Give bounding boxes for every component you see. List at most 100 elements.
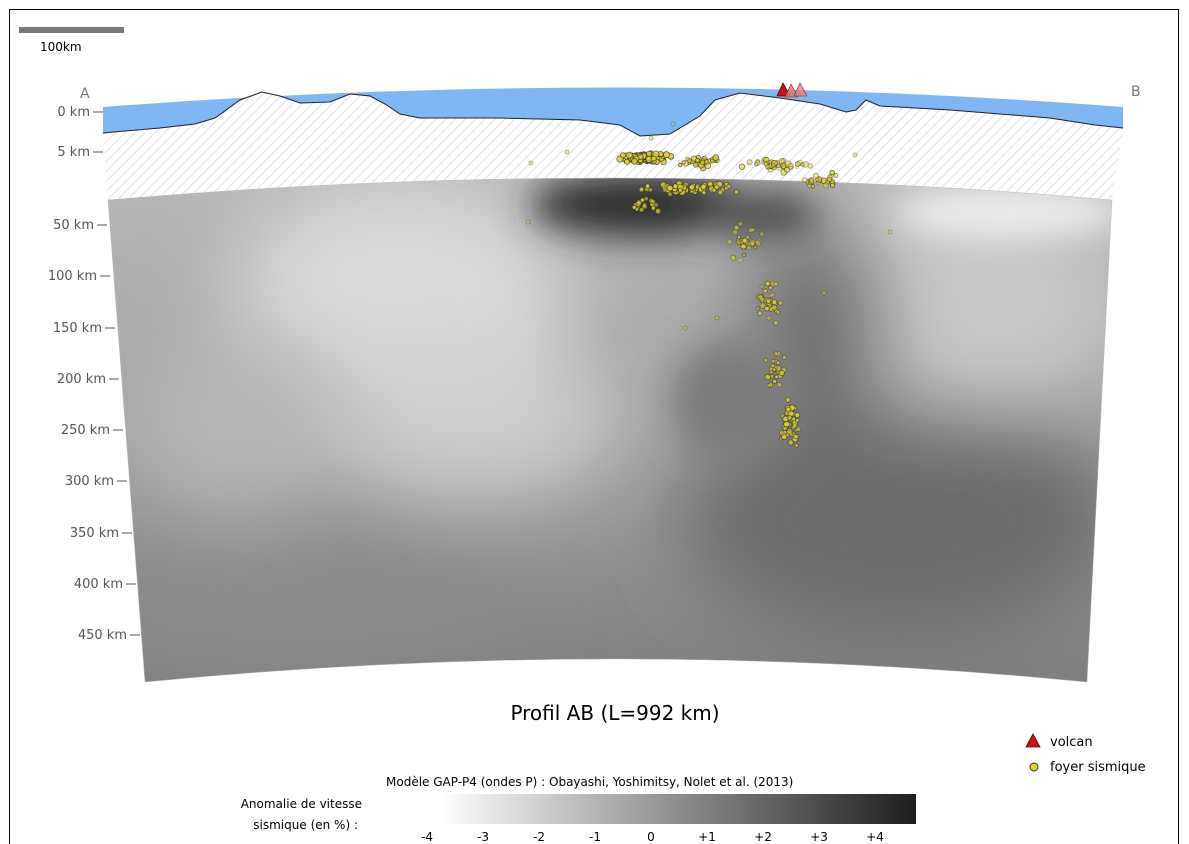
earthquake-point xyxy=(778,158,785,165)
earthquake-point xyxy=(763,357,769,363)
earthquake-point xyxy=(802,177,808,183)
earthquake-point xyxy=(655,208,662,215)
earthquake-point xyxy=(749,239,756,246)
earthquake-point xyxy=(775,360,781,366)
earthquake-point xyxy=(810,184,816,189)
earthquake-point xyxy=(829,169,835,176)
earthquake-point xyxy=(781,433,788,440)
legend-earthquake-label: foyer sismique xyxy=(1050,760,1146,775)
earthquake-point xyxy=(787,439,794,446)
depth-axis-label: 400 km xyxy=(74,577,123,592)
earthquake-point xyxy=(636,199,642,206)
earthquake-point xyxy=(738,163,746,170)
depth-axis-label: 350 km xyxy=(70,526,119,541)
earthquake-point xyxy=(794,443,799,448)
scale-bar-label: 100km xyxy=(40,40,82,54)
earthquake-point xyxy=(726,183,732,189)
earthquake-point xyxy=(644,183,651,189)
volcano-marker xyxy=(793,82,808,97)
earthquake-point xyxy=(793,433,799,440)
earthquake-point xyxy=(670,121,676,127)
mantle-outline xyxy=(107,177,1113,683)
earthquake-point xyxy=(662,187,668,193)
model-credit: Modèle GAP-P4 (ondes P) : Obayashi, Yosh… xyxy=(386,775,793,789)
earthquake-point xyxy=(852,152,858,158)
earthquake-point xyxy=(624,158,631,165)
earthquake-point xyxy=(807,163,813,169)
earthquake-point xyxy=(650,205,656,211)
colorbar-tick-label: +4 xyxy=(866,830,884,844)
earthquake-point xyxy=(771,162,776,168)
profile-title: Profil AB (L=992 km) xyxy=(510,701,719,725)
depth-axis-label: 450 km xyxy=(78,628,127,643)
earthquake-point xyxy=(677,187,683,193)
earthquake-point xyxy=(631,204,637,210)
earthquake-point xyxy=(792,423,798,429)
earthquake-point xyxy=(763,161,769,167)
earthquake-point xyxy=(777,300,784,306)
earthquake-point xyxy=(651,155,657,162)
earthquake-point xyxy=(717,189,724,196)
earthquake-point xyxy=(774,374,779,380)
earthquake-point xyxy=(753,245,758,250)
earthquake-point xyxy=(765,164,771,170)
earthquake-point xyxy=(525,219,531,225)
earthquake-point xyxy=(772,378,777,384)
earthquake-point xyxy=(783,420,790,428)
earthquake-point xyxy=(653,202,659,208)
earthquake-point xyxy=(770,292,776,298)
earthquake-point xyxy=(682,325,688,331)
earthquake-point xyxy=(712,154,720,161)
earthquake-point xyxy=(774,161,779,166)
earthquake-point xyxy=(821,290,827,296)
topography-line xyxy=(102,91,1124,137)
earthquake-point xyxy=(776,381,783,388)
depth-axis-label: 250 km xyxy=(61,423,110,438)
earthquake-point xyxy=(695,157,701,163)
earthquake-point xyxy=(768,285,773,290)
earthquake-point xyxy=(822,182,829,189)
depth-axis-label: 0 km xyxy=(57,105,90,120)
profile-start-label: A xyxy=(80,86,90,102)
earthquake-point xyxy=(681,160,686,165)
earthquake-point xyxy=(662,151,670,159)
depth-axis-label: 100 km xyxy=(48,269,97,284)
earthquake-point xyxy=(750,227,756,233)
earthquake-point xyxy=(763,305,770,312)
earthquake-point xyxy=(773,351,779,357)
earthquake-point xyxy=(773,281,779,287)
earthquake-point xyxy=(770,358,776,364)
earthquake-point xyxy=(619,152,626,159)
earthquake-point xyxy=(648,187,654,193)
earthquake-point xyxy=(770,363,776,369)
earthquake-point xyxy=(786,415,793,421)
colorbar-label-line1: Anomalie de vitesse xyxy=(241,797,362,811)
earthquake-point xyxy=(787,163,794,170)
legend-earthquake-icon xyxy=(1029,762,1039,772)
earthquake-point xyxy=(808,178,815,184)
tomography-mantle xyxy=(108,178,1112,682)
earthquake-point xyxy=(641,203,648,210)
colorbar-tick-label: -4 xyxy=(421,830,433,844)
earthquake-point xyxy=(730,254,737,261)
earthquake-point xyxy=(733,224,740,231)
earthquake-point xyxy=(785,397,791,403)
depth-axis-label: 200 km xyxy=(57,372,106,387)
colorbar xyxy=(440,794,916,824)
legend-volcano-label: volcan xyxy=(1050,735,1093,750)
earthquake-point xyxy=(692,161,699,168)
earthquake-point xyxy=(887,229,893,235)
earthquake-point xyxy=(740,243,747,250)
earthquake-point xyxy=(646,150,653,157)
earthquake-point xyxy=(648,197,654,204)
earthquake-point xyxy=(667,191,673,197)
colorbar-tick-label: +3 xyxy=(810,830,828,844)
depth-axis-label: 150 km xyxy=(53,321,102,336)
earthquake-point xyxy=(756,294,763,301)
colorbar-tick-label: 0 xyxy=(647,830,655,844)
earthquake-point xyxy=(754,162,759,167)
earthquake-point xyxy=(688,184,695,191)
earthquake-point xyxy=(749,241,756,247)
earthquake-point xyxy=(759,296,765,302)
earthquake-point xyxy=(626,151,633,159)
